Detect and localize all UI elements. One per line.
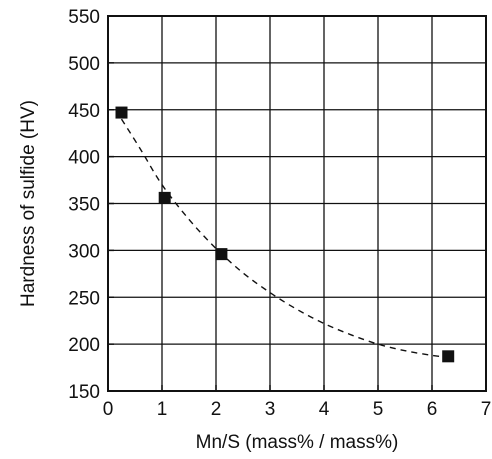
y-tick-label: 200 [68,335,100,356]
tick-labels: 0 1 2 3 4 5 6 7 150 200 250 300 350 400 450 500 550 [68,7,491,420]
grid [108,16,486,391]
x-tick-label: 5 [373,399,384,420]
y-tick-label: 400 [68,148,100,169]
ticks [107,15,487,392]
data-point [115,106,128,119]
x-axis-label: Mn/S (mass% / mass%) [196,432,399,453]
y-tick-label: 150 [68,382,100,403]
y-tick-label: 450 [68,101,100,122]
x-tick-label: 1 [157,399,168,420]
x-tick-label: 7 [481,399,492,420]
data-point [158,191,171,204]
y-tick-label: 350 [68,195,100,216]
x-tick-label: 0 [103,399,114,420]
data-point [215,248,228,261]
x-tick-label: 3 [265,399,276,420]
y-tick-label: 550 [68,7,100,28]
y-tick-label: 300 [68,241,100,262]
data-points [115,106,455,363]
y-axis-label: Hardness of sulfide (HV) [18,100,39,307]
trend-line [120,118,449,358]
x-tick-label: 2 [211,399,222,420]
y-tick-label: 250 [68,288,100,309]
x-tick-label: 6 [427,399,438,420]
x-tick-label: 4 [319,399,330,420]
data-point [442,350,455,363]
y-tick-label: 500 [68,54,100,75]
